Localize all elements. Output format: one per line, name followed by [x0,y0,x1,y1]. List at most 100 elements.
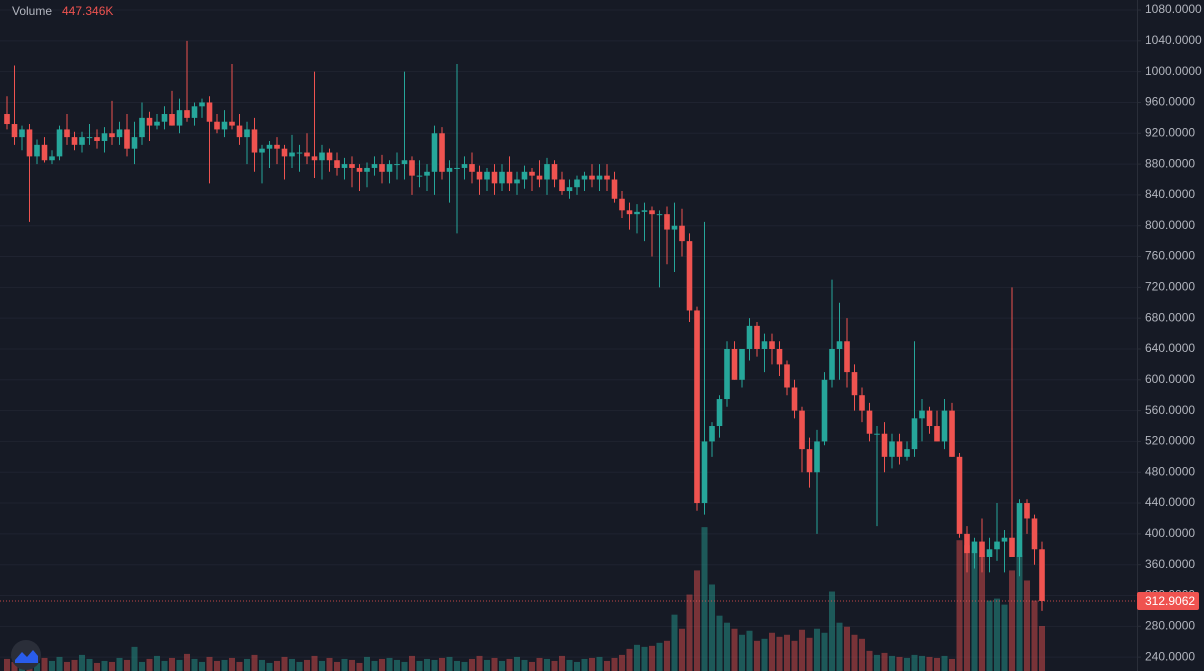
candle-body [424,171,430,176]
candle-body [971,541,978,554]
candle-body [26,129,33,157]
y-tick-label: 680.0000 [1145,310,1195,324]
volume-bar [746,630,753,671]
candle-body [176,110,183,126]
candle-body [116,129,123,138]
candle-body [806,449,813,473]
candle-body [11,124,18,138]
candle-body [319,152,325,161]
candle-body [364,167,370,172]
candle-body [274,144,280,149]
candle-body [259,148,265,153]
volume-bar [1009,570,1015,671]
candle-body [304,152,310,157]
volume-bar [274,660,280,671]
candle-body [1039,549,1045,601]
candle-body [446,167,453,172]
volume-bar [1024,580,1030,671]
candle-body [56,129,63,157]
candle-body [641,210,648,212]
candle-body [724,348,730,400]
volume-bar [41,657,48,671]
volume-bar [431,659,438,671]
volume-bar [139,661,145,671]
y-tick-label: 480.0000 [1145,464,1195,478]
y-tick-label: 840.0000 [1145,187,1195,201]
volume-bar [161,660,168,671]
price-axis: 240.0000280.0000320.0000360.0000400.0000… [1137,2,1202,663]
volume-bar [446,656,453,671]
y-tick-label: 400.0000 [1145,526,1195,540]
volume-bar [851,634,858,671]
volume-bar [176,659,183,671]
candle-body [109,133,115,138]
volume-bar [259,659,265,671]
candle-body [326,152,333,161]
candle-body [874,433,880,435]
volume-bar [214,660,220,671]
volume-bar [626,648,633,671]
candle-body [634,211,640,215]
volume-bar [911,654,918,671]
volume-bar [484,659,490,671]
volume-bar [244,658,250,671]
candle-body [829,348,835,380]
volume-bar [191,658,198,671]
volume-bar [71,659,78,671]
volume-bar [806,637,813,671]
candle-body [784,364,790,388]
volume-bar [266,662,273,671]
candle-body [589,175,595,180]
volume-bar [251,654,258,671]
candle-body [41,144,48,161]
volume-bar [499,660,505,671]
volume-bar [881,652,888,671]
volume-bar [439,657,445,671]
candle-body [536,175,543,180]
volume-bar [1039,625,1045,671]
candle-body [664,214,670,230]
y-tick-label: 1080.0000 [1145,2,1202,16]
volume-bar [304,659,310,671]
volume-bar [656,642,663,671]
candle-body [1031,518,1038,550]
volume-bar [769,632,775,671]
candle-body [401,160,408,165]
candle-body [1016,503,1023,557]
candle-body [379,164,385,172]
volume-bar [596,656,603,671]
candle-body [566,187,573,192]
candle-body [574,179,580,188]
candle-body [146,117,153,126]
candle-body [506,171,513,184]
volume-bar [319,660,325,671]
candle-body [686,241,693,311]
candle-body [851,372,858,396]
volume-bar [1016,555,1023,671]
volume-bar [934,657,940,671]
volume-bar [926,656,933,671]
volume-bar [514,656,520,671]
volume-bar [896,656,903,671]
y-tick-label: 960.0000 [1145,95,1195,109]
candle-body [761,341,768,349]
candle-body [1009,537,1015,557]
volume-bar [131,646,138,671]
y-tick-label: 360.0000 [1145,557,1195,571]
last-price-box [1137,591,1199,610]
volume-bar [791,640,798,671]
candle-body [409,160,415,176]
candle-body [814,441,820,473]
candle-body [139,117,145,138]
volume-bar [739,634,745,671]
candle-body [184,110,190,118]
candle-body [649,210,655,215]
volume-bar [724,622,730,671]
candle-body [64,129,70,138]
volume-bar [889,655,895,671]
volume-bar [506,658,513,671]
candle-body [746,325,753,349]
volume-bar [799,629,805,671]
candle-body [1001,537,1008,542]
